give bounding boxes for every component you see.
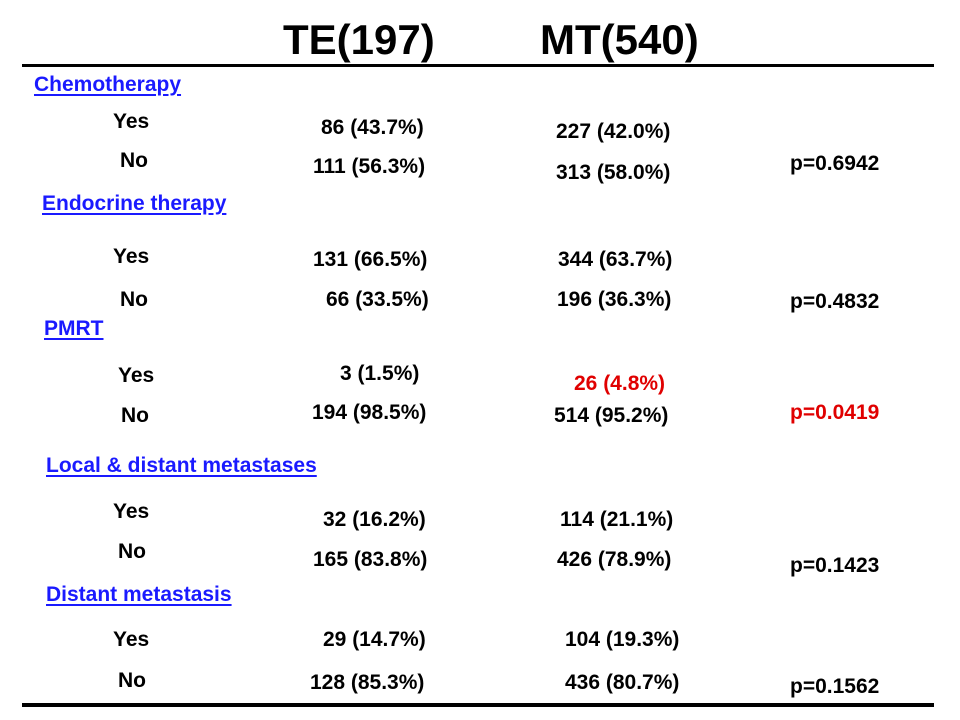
mt-value: 114 (21.1%) xyxy=(560,508,674,531)
te-value: 111 (56.3%) xyxy=(313,155,426,178)
mt-value: 313 (58.0%) xyxy=(556,161,671,184)
row-label-no: No xyxy=(121,404,149,427)
mt-value: 196 (36.3%) xyxy=(557,288,672,311)
mt-value: 227 (42.0%) xyxy=(556,120,671,143)
section-heading-endocrine-therapy: Endocrine therapy xyxy=(42,192,227,215)
p-value: p=0.6942 xyxy=(790,152,880,175)
mt-value: 104 (19.3%) xyxy=(565,628,680,651)
te-value: 128 (85.3%) xyxy=(310,671,425,694)
te-value: 131 (66.5%) xyxy=(313,248,428,271)
bottom-rule xyxy=(22,703,934,707)
section-heading-distant-metastasis: Distant metastasis xyxy=(46,583,232,606)
row-label-yes: Yes xyxy=(113,110,150,133)
p-value: p=0.1562 xyxy=(790,675,880,698)
mt-value: 514 (95.2%) xyxy=(554,404,669,427)
mt-column-header: MT(540) xyxy=(540,16,699,63)
section-heading-local-distant-metastases: Local & distant metastases xyxy=(46,454,317,477)
te-value: 194 (98.5%) xyxy=(312,401,427,424)
row-label-no: No xyxy=(120,288,148,311)
section-heading-pmrt: PMRT xyxy=(44,317,104,340)
section-heading-chemotherapy: Chemotherapy xyxy=(34,73,182,96)
row-label-yes: Yes xyxy=(113,628,150,651)
te-value: 3 (1.5%) xyxy=(340,362,420,385)
row-label-yes: Yes xyxy=(118,364,155,387)
mt-value-highlighted: 26 (4.8%) xyxy=(574,372,666,395)
mt-value: 436 (80.7%) xyxy=(565,671,680,694)
row-label-yes: Yes xyxy=(113,245,150,268)
te-value: 86 (43.7%) xyxy=(321,116,424,139)
mt-value: 344 (63.7%) xyxy=(558,248,673,271)
p-value: p=0.4832 xyxy=(790,290,880,313)
row-label-yes: Yes xyxy=(113,500,150,523)
row-label-no: No xyxy=(118,669,146,692)
te-value: 165 (83.8%) xyxy=(313,548,428,571)
te-value: 29 (14.7%) xyxy=(323,628,426,651)
te-column-header: TE(197) xyxy=(283,16,435,63)
te-value: 32 (16.2%) xyxy=(323,508,426,531)
row-label-no: No xyxy=(118,540,146,563)
p-value-significant: p=0.0419 xyxy=(790,401,880,424)
mt-value: 426 (78.9%) xyxy=(557,548,672,571)
row-label-no: No xyxy=(120,149,148,172)
te-value: 66 (33.5%) xyxy=(326,288,429,311)
p-value: p=0.1423 xyxy=(790,554,880,577)
top-rule xyxy=(22,64,934,67)
